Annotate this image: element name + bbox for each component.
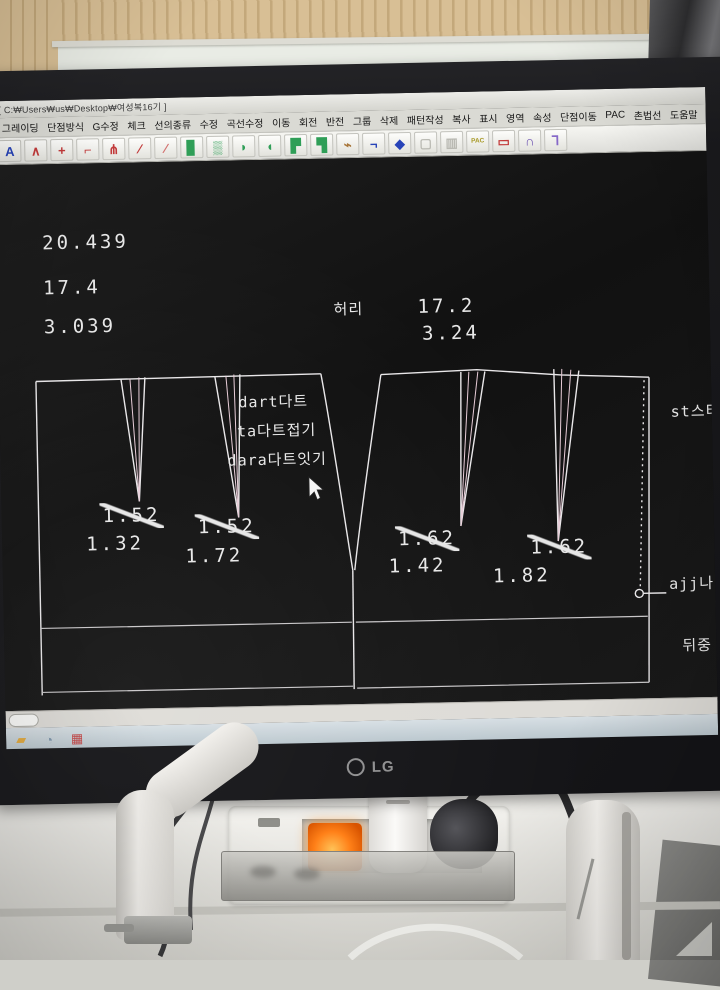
mouse-cursor [308, 476, 325, 501]
measurement-value: 3.039 [43, 314, 117, 339]
pac-tool-icon[interactable]: PAC [465, 130, 490, 153]
menu-item[interactable]: 단점방식 [47, 122, 85, 135]
pattern-drawing[interactable] [0, 151, 717, 711]
text-tool-icon[interactable]: A [0, 139, 22, 163]
adapter-vent [386, 800, 410, 804]
menu-item[interactable]: 반전 [325, 117, 345, 129]
menu-item[interactable]: 그룹 [352, 116, 372, 129]
menu-item[interactable]: G수정 [92, 121, 119, 134]
grade2-tool-icon[interactable]: ▒ [206, 135, 230, 159]
menu-item[interactable]: 선의종류 [154, 120, 192, 133]
block-tool-icon[interactable]: ▛ [284, 134, 308, 157]
menu-item[interactable]: 곡선수정 [226, 118, 264, 131]
dart-value-new: 1.82 [492, 564, 551, 588]
menu-item[interactable]: 영역 [506, 113, 525, 126]
sheet2-tool-icon[interactable]: ▥ [440, 130, 464, 154]
lg-brand-text: LG [371, 757, 395, 776]
menu-item[interactable]: 복사 [452, 114, 471, 127]
usb-port[interactable] [258, 818, 280, 827]
sheet-tool-icon[interactable]: ▢ [414, 131, 438, 154]
corner-tool-icon[interactable]: ¬ [362, 132, 386, 155]
menu-item[interactable]: 체크 [127, 121, 146, 133]
slash2-tool-icon[interactable]: ∕ [154, 136, 178, 160]
window-title: [ C:₩Users₩us₩Desktop₩여성복16기 ] [0, 101, 167, 116]
block2-tool-icon[interactable]: ▜ [310, 133, 334, 156]
polyline-tool-icon[interactable]: ⌐ [76, 138, 100, 161]
dart-annotation: ta다트접기 [236, 420, 317, 441]
clamp-screw [104, 924, 134, 932]
notch-tool-icon[interactable]: ◗ [232, 135, 256, 158]
dart-value-old: 1.52 [99, 501, 164, 530]
patterncad-icon[interactable]: ▦ [70, 730, 84, 746]
scrollbar-thumb[interactable] [8, 713, 39, 728]
lg-logo: LG [346, 757, 395, 777]
swoosh-tool-icon[interactable]: ⌁ [336, 132, 360, 156]
waist-label: 허리 [333, 299, 364, 319]
menu-item[interactable]: 회전 [298, 117, 318, 130]
menu-item[interactable]: 속성 [532, 113, 552, 125]
notch-label: ajj나 [668, 573, 715, 593]
power-strip-cover[interactable] [221, 851, 515, 901]
explorer-icon[interactable]: ▰ [15, 731, 27, 747]
screen: [ C:₩Users₩us₩Desktop₩여성복16기 ] 그레이딩 단점방식… [0, 87, 719, 750]
utility-icon[interactable]: ◔ [45, 731, 54, 747]
curve-tool-icon[interactable]: ∧ [24, 139, 48, 162]
measurement-value: 17.4 [42, 276, 102, 300]
center-back-label: 뒤중 [682, 635, 713, 655]
menu-item[interactable]: 도움말 [669, 110, 698, 122]
frame-tool-icon[interactable]: ▭ [491, 129, 516, 153]
dart-value-old: 1.52 [194, 513, 259, 541]
menu-item[interactable]: 단점이동 [559, 112, 597, 124]
menu-item[interactable]: 표시 [479, 114, 498, 126]
stitch-label: st스티 [670, 401, 719, 421]
axis-tool-icon[interactable]: + [50, 138, 74, 162]
dart-value-old: 1.62 [527, 533, 592, 561]
cover-smudge [250, 866, 276, 878]
measurement-value: 20.439 [41, 230, 130, 255]
menu-item[interactable]: 수정 [199, 119, 219, 132]
menu-item[interactable]: 촌법선 [633, 110, 662, 123]
dart-value-new: 1.72 [185, 544, 244, 568]
desk-clamp [124, 916, 192, 944]
dart-value-old: 1.62 [394, 525, 460, 553]
lg-monitor: [ C:₩Users₩us₩Desktop₩여성복16기 ] 그레이딩 단점방식… [0, 56, 720, 806]
dart-value-new: 1.42 [388, 554, 447, 578]
menu-item[interactable]: PAC [605, 109, 626, 122]
lamp-pole-stripe [622, 812, 631, 960]
menu-item[interactable]: 그레이딩 [1, 123, 39, 136]
lg-circle-icon [346, 757, 365, 777]
dart-value-new: 1.32 [86, 532, 145, 556]
menu-item[interactable]: 패턴작성 [406, 115, 444, 127]
fill-tool-icon[interactable]: ◆ [388, 131, 412, 155]
menu-item[interactable]: 삭제 [379, 116, 399, 128]
lamp-pole-left [116, 790, 174, 940]
dart-annotation: dart다트 [238, 392, 309, 412]
flip-tool-icon[interactable]: ⅂ [543, 128, 568, 152]
pleat-tool-icon[interactable]: ∩ [517, 129, 542, 152]
measurement-value: 3.24 [421, 321, 481, 345]
seam-tool-icon[interactable]: ◖ [258, 134, 282, 157]
menu-item[interactable]: 이동 [271, 118, 291, 130]
measurement-value: 17.2 [417, 294, 476, 318]
dart-tool-icon[interactable]: ⋔ [102, 137, 126, 161]
cover-smudge [294, 868, 320, 880]
pattern-canvas[interactable]: 20.439 17.4 3.039 허리 17.2 3.24 dart다트 ta… [0, 150, 719, 712]
slash-tool-icon[interactable]: ∕ [128, 137, 152, 160]
dart-annotation: dara다트잇기 [227, 449, 328, 470]
grade-tool-icon[interactable]: ▊ [180, 136, 204, 159]
